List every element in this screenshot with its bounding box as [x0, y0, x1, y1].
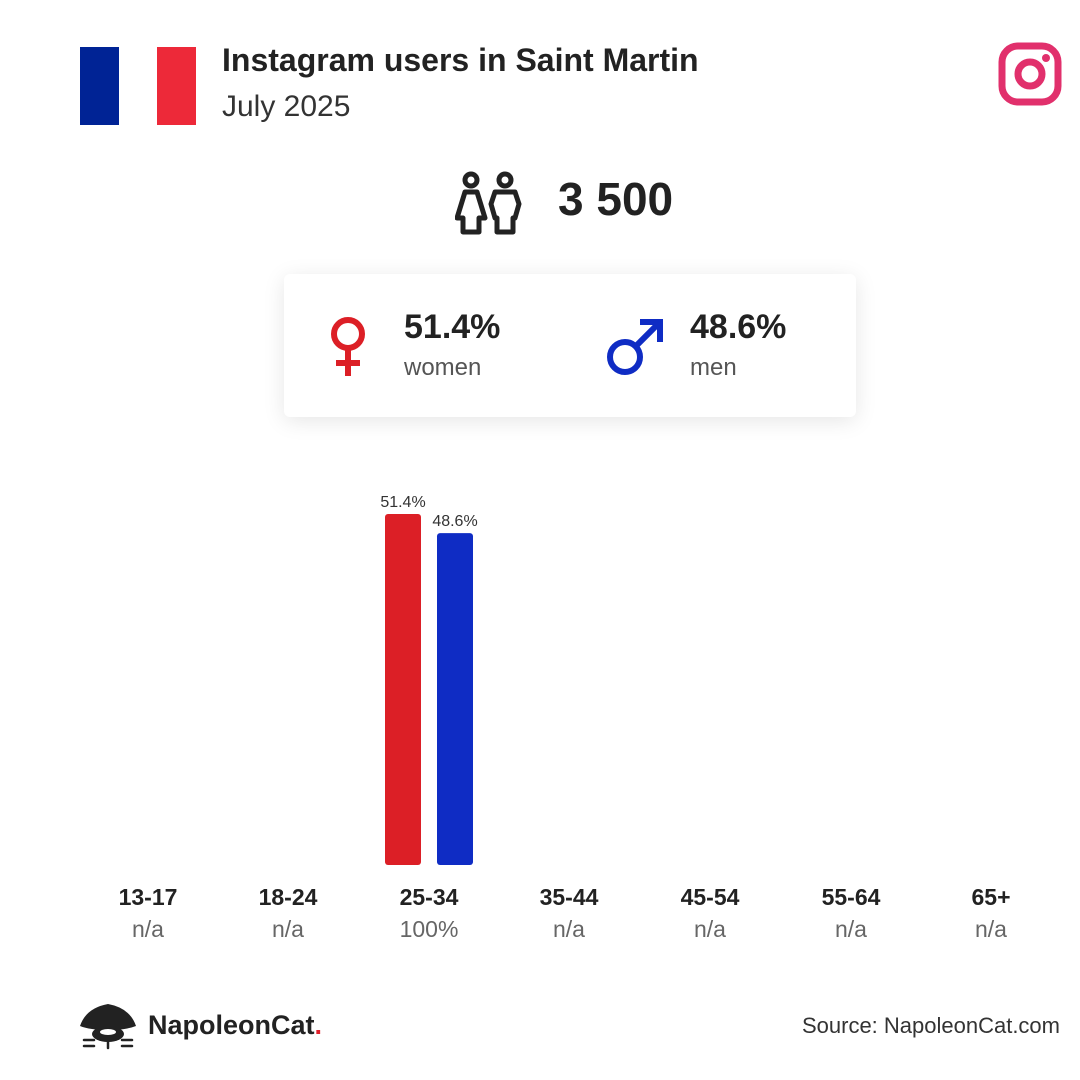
- chart-subtitle: July 2025: [222, 90, 351, 123]
- age-group-label: 45-54: [680, 884, 740, 910]
- age-group-share: 100%: [399, 916, 459, 942]
- age-group-18-24: 18-24 n/a: [228, 882, 348, 946]
- age-group-45-54: 45-54 n/a: [650, 882, 770, 946]
- women-percentage: 51.4%: [404, 308, 501, 346]
- age-gender-bar-chart: 51.4% 48.6%: [380, 494, 478, 865]
- age-group-25-34: 25-34 100%: [369, 882, 489, 946]
- age-group-label: 13-17: [118, 884, 178, 910]
- male-symbol-icon: [607, 319, 663, 375]
- age-group-55-64: 55-64 n/a: [791, 882, 911, 946]
- brand-name: NapoleonCat.: [148, 1010, 322, 1041]
- bar-label-men-25-34: 48.6%: [432, 513, 477, 530]
- female-symbol-icon: [331, 317, 365, 376]
- instagram-icon: [998, 42, 1062, 106]
- age-group-label: 35-44: [539, 884, 599, 910]
- age-group-label: 25-34: [399, 884, 459, 910]
- age-group-label: 18-24: [258, 884, 318, 910]
- age-group-label: 55-64: [821, 884, 881, 910]
- gender-summary-card: 51.4% women 48.6% men: [284, 274, 856, 417]
- source-credit: Source: NapoleonCat.com: [801, 1013, 1060, 1038]
- chart-title: Instagram users in Saint Martin: [222, 42, 699, 78]
- bar-label-women-25-34: 51.4%: [380, 494, 425, 511]
- flag-stripe-red: [157, 47, 197, 125]
- age-group-13-17: 13-17 n/a: [88, 882, 208, 946]
- bar-women-25-34: [385, 514, 421, 865]
- napoleoncat-logo-icon: [80, 1004, 136, 1050]
- age-group-share: n/a: [694, 916, 726, 942]
- men-percentage: 48.6%: [690, 308, 787, 346]
- age-group-65-plus: 65+ n/a: [931, 882, 1051, 946]
- flag-stripe-white: [118, 47, 158, 125]
- age-group-share: n/a: [132, 916, 164, 942]
- total-users-value: 3 500: [558, 173, 674, 225]
- age-group-label: 65+: [971, 884, 1011, 910]
- age-group-share: n/a: [835, 916, 867, 942]
- age-group-share: n/a: [975, 916, 1007, 942]
- bar-men-25-34: [437, 533, 473, 865]
- france-flag-icon: [80, 47, 197, 125]
- users-icon: [455, 171, 522, 235]
- brand-dot: .: [314, 1010, 323, 1040]
- flag-stripe-blue: [80, 47, 119, 125]
- age-group-share: n/a: [553, 916, 585, 942]
- age-group-35-44: 35-44 n/a: [509, 882, 629, 946]
- women-label: women: [404, 354, 482, 381]
- age-group-share: n/a: [272, 916, 304, 942]
- brand-name-text: NapoleonCat: [148, 1010, 315, 1040]
- men-label: men: [690, 354, 737, 381]
